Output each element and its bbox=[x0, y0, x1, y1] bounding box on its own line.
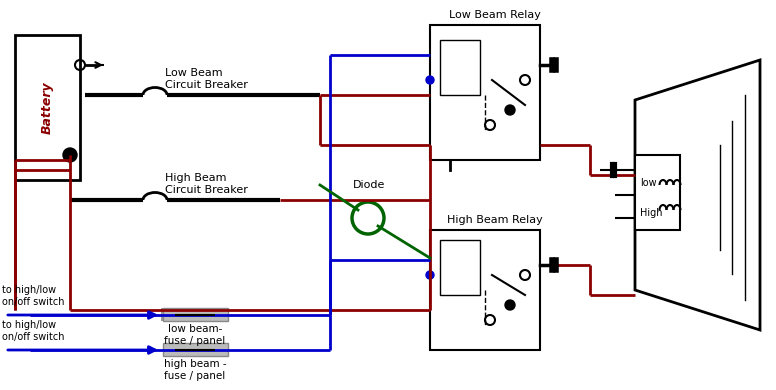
Text: to high/low
on/off switch: to high/low on/off switch bbox=[2, 285, 64, 307]
Text: Low Beam Relay: Low Beam Relay bbox=[449, 10, 541, 20]
Bar bbox=[440, 40, 480, 95]
Bar bbox=[15, 35, 80, 180]
Text: High Beam Relay: High Beam Relay bbox=[447, 215, 543, 225]
Bar bbox=[163, 343, 228, 356]
Bar bbox=[161, 308, 175, 321]
Text: High Beam
Circuit Breaker: High Beam Circuit Breaker bbox=[165, 174, 248, 195]
Circle shape bbox=[505, 105, 515, 115]
Bar bbox=[635, 155, 680, 230]
Bar bbox=[430, 230, 540, 350]
Circle shape bbox=[63, 148, 77, 162]
Text: Diode: Diode bbox=[353, 180, 386, 190]
Text: Low Beam
Circuit Breaker: Low Beam Circuit Breaker bbox=[165, 68, 248, 90]
Text: low: low bbox=[640, 178, 656, 188]
Circle shape bbox=[426, 76, 434, 84]
Text: Battery: Battery bbox=[41, 81, 54, 134]
Bar bbox=[440, 240, 480, 295]
Circle shape bbox=[426, 271, 434, 279]
Text: high beam -
fuse / panel: high beam - fuse / panel bbox=[164, 359, 227, 381]
Bar bbox=[163, 308, 228, 321]
Bar bbox=[430, 25, 540, 160]
Text: to high/low
on/off switch: to high/low on/off switch bbox=[2, 321, 64, 342]
Text: High: High bbox=[640, 208, 663, 218]
Text: low beam-
fuse / panel: low beam- fuse / panel bbox=[165, 324, 226, 346]
Circle shape bbox=[505, 300, 515, 310]
Bar bbox=[214, 308, 228, 321]
Polygon shape bbox=[635, 60, 760, 330]
